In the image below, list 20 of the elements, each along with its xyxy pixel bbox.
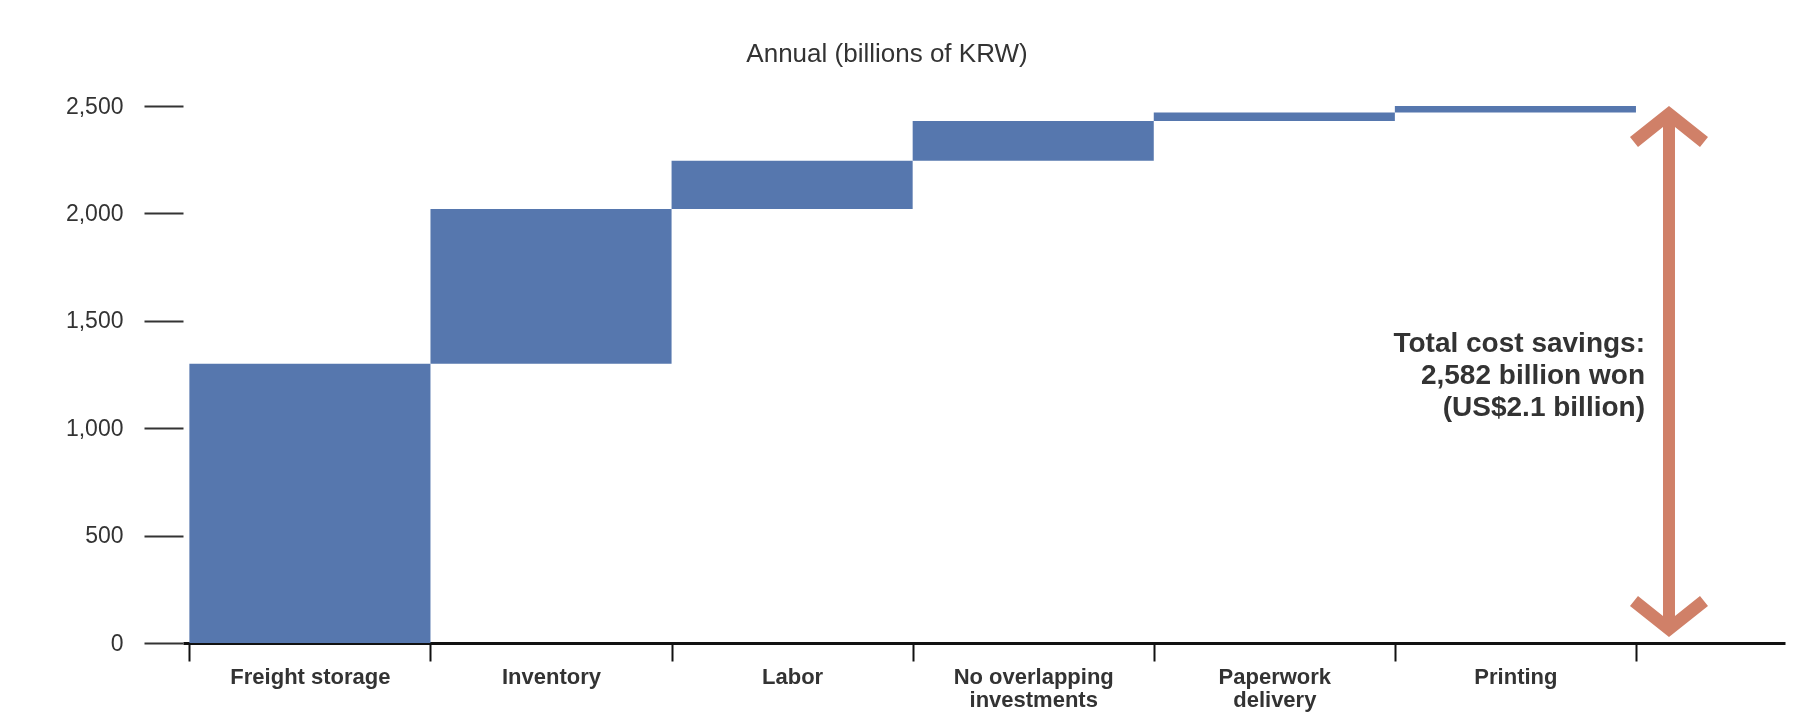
x-tick-label: Printing xyxy=(1474,663,1558,689)
bar xyxy=(1394,106,1636,113)
x-tick-label: Paperwork delivery xyxy=(1218,663,1332,712)
y-tick-label: 500 xyxy=(85,522,124,549)
x-tick-label: Freight storage xyxy=(230,663,391,689)
y-tick-label: 1,000 xyxy=(65,414,124,441)
x-tick-label: Labor xyxy=(762,663,824,689)
bar xyxy=(1153,112,1395,122)
y-tick-label: 2,500 xyxy=(65,92,124,119)
bar xyxy=(912,121,1154,161)
bar xyxy=(430,209,672,364)
x-tick-label: Inventory xyxy=(502,663,602,689)
x-tick-label: No overlapping investments xyxy=(953,663,1114,712)
bar xyxy=(671,160,913,210)
y-tick-label: 1,500 xyxy=(65,307,124,334)
chart-title: Annual (billions of KRW) xyxy=(746,38,1028,68)
y-tick-label: 0 xyxy=(110,629,124,656)
bar xyxy=(189,363,431,643)
y-tick-label: 2,000 xyxy=(65,199,124,226)
annotation: Total cost savings: 2,582 billion won (US$2.1 billion) xyxy=(1393,327,1645,422)
